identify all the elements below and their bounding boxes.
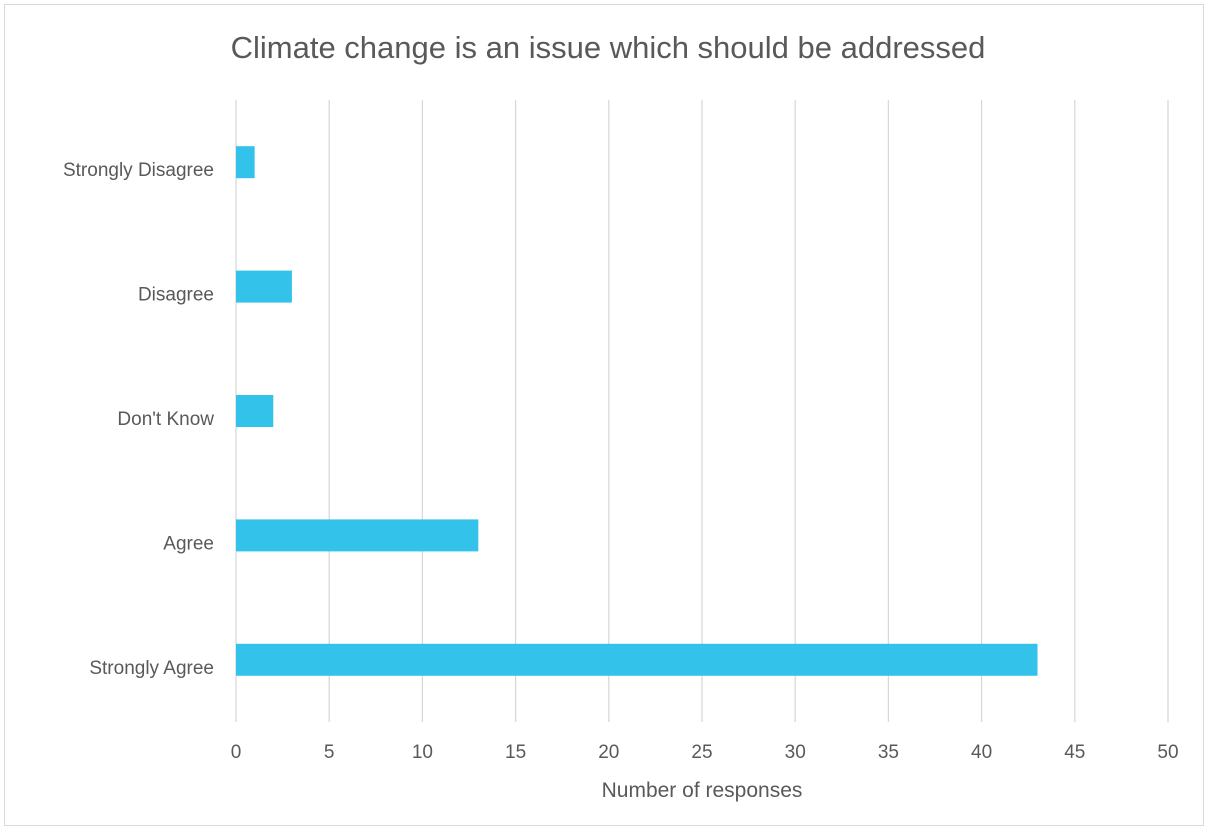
x-tick-label: 45: [1064, 742, 1085, 763]
category-label: Disagree: [138, 285, 214, 306]
x-tick-label: 10: [412, 742, 433, 763]
chart-title: Climate change is an issue which should …: [231, 30, 986, 65]
x-tick-label: 35: [878, 742, 899, 763]
category-label: Strongly Disagree: [63, 160, 214, 181]
x-tick-label: 15: [505, 742, 526, 763]
x-tick-label: 25: [691, 742, 712, 763]
x-tick-label: 50: [1157, 742, 1178, 763]
x-tick-label: 5: [324, 742, 335, 763]
x-axis-title: Number of responses: [602, 779, 803, 802]
bar: [236, 270, 292, 303]
bar: [236, 146, 255, 179]
category-labels: Strongly Disagree Disagree Don't Know Agree…: [63, 160, 214, 679]
category-label: Agree: [163, 533, 214, 554]
bar: [236, 519, 479, 552]
bar: [236, 643, 1038, 676]
grid-lines: [235, 100, 1169, 722]
x-tick-label: 40: [971, 742, 992, 763]
x-tick-labels: 0 5 10 15 20 25 30 35 40 45 50: [231, 742, 1179, 763]
x-tick-label: 0: [231, 742, 242, 763]
x-tick-label: 20: [598, 742, 619, 763]
bars: [236, 146, 1038, 676]
bar: [236, 395, 274, 427]
x-tick-label: 30: [785, 742, 806, 763]
category-label: Strongly Agree: [89, 658, 214, 679]
category-label: Don't Know: [117, 409, 214, 430]
chart-frame: [4, 4, 1204, 826]
